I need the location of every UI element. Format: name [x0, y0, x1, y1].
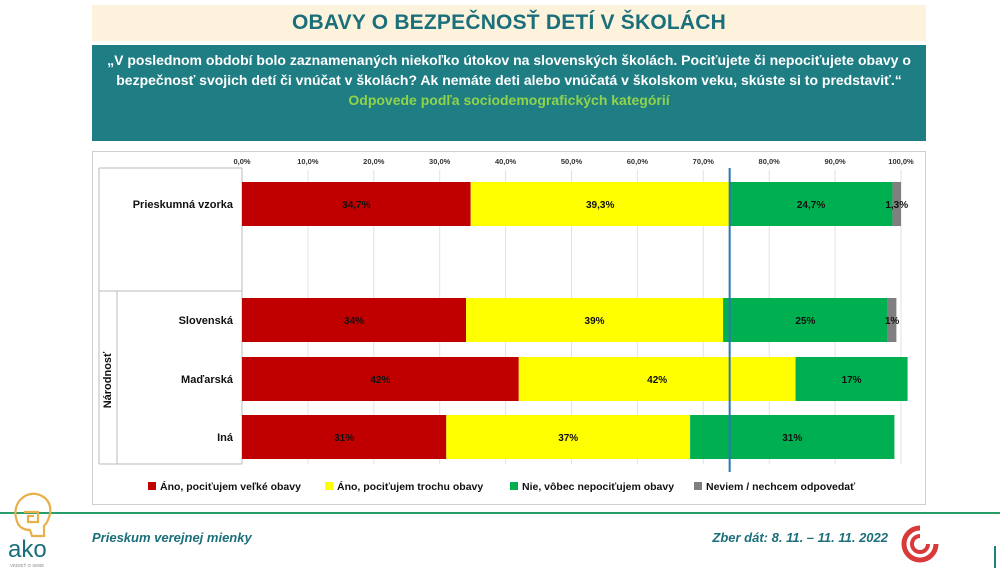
data-label: 34,7%	[342, 200, 370, 211]
data-label: 42%	[647, 375, 667, 386]
brand-swirl-icon	[901, 525, 939, 563]
bar-segment	[242, 415, 447, 459]
edge-accent	[994, 546, 996, 568]
logo-tagline: VEDIEŤ O SEBE	[10, 561, 44, 568]
data-label: 42%	[370, 375, 390, 386]
bar-segment	[795, 357, 908, 401]
category-label: Iná	[217, 432, 234, 444]
legend-swatch	[510, 482, 518, 490]
bar-segment	[470, 182, 730, 226]
data-label: 39%	[585, 316, 605, 327]
legend-swatch	[325, 482, 333, 490]
data-label: 25%	[795, 316, 815, 327]
footer-divider	[0, 512, 1000, 514]
bar-segment	[723, 298, 888, 342]
legend-label: Áno, pociťujem trochu obavy	[337, 480, 483, 493]
data-label: 24,7%	[797, 200, 825, 211]
x-tick-label: 40,0%	[495, 157, 517, 166]
page-title: OBAVY O BEZPEČNOSŤ DETÍ V ŠKOLÁCH	[291, 11, 727, 34]
legend-label: Neviem / nechcem odpovedať	[706, 481, 856, 493]
data-label: 34%	[344, 316, 364, 327]
legend-label: Áno, pociťujem veľké obavy	[160, 480, 301, 493]
bar-segment	[242, 298, 467, 342]
category-label: Slovenská	[179, 315, 234, 327]
bar-segment	[242, 357, 519, 401]
data-label: 1%	[885, 316, 900, 327]
data-label: 31%	[334, 433, 354, 444]
legend-swatch	[694, 482, 702, 490]
footer-date-range: Zber dát: 8. 11. – 11. 11. 2022	[712, 530, 888, 545]
bar-segment	[242, 182, 471, 226]
category-label: Prieskumná vzorka	[133, 199, 234, 211]
bar-segment	[690, 415, 895, 459]
chart-frame: 0,0% 10,0% 20,0% 30,0% 40,0% 50,0% 60,0% 70,0% 8…	[92, 151, 926, 505]
question-panel: „V poslednom období bolo zaznamenaných n…	[92, 45, 926, 141]
x-tick-label: 50,0%	[561, 157, 583, 166]
data-label: 39,3%	[586, 200, 614, 211]
ako-logo: ako VEDIEŤ O SEBE	[8, 492, 52, 568]
legend-swatch	[148, 482, 156, 490]
data-label: 1,3%	[885, 200, 908, 211]
x-tick-label: 80,0%	[759, 157, 781, 166]
bar-segment	[518, 357, 796, 401]
bar-segment	[729, 182, 893, 226]
x-tick-label: 30,0%	[429, 157, 451, 166]
x-tick-label: 90,0%	[824, 157, 846, 166]
legend-label: Nie, vôbec nepociťujem obavy	[522, 481, 674, 493]
bar-segment	[466, 298, 724, 342]
x-tick-label: 70,0%	[693, 157, 715, 166]
footer-survey-label: Prieskum verejnej mienky	[92, 530, 252, 545]
logo-wordmark: ako	[8, 536, 47, 563]
group-label: Národnosť	[102, 351, 114, 408]
question-text: „V poslednom období bolo zaznamenaných n…	[107, 52, 911, 88]
x-tick-label: 0,0%	[233, 157, 250, 166]
x-tick-label: 60,0%	[627, 157, 649, 166]
bar-segment	[446, 415, 691, 459]
data-label: 37%	[558, 433, 578, 444]
bar-segment	[892, 182, 901, 226]
stacked-bar-chart: 0,0% 10,0% 20,0% 30,0% 40,0% 50,0% 60,0% 70,0% 8…	[98, 157, 914, 493]
x-tick-label: 10,0%	[297, 157, 319, 166]
data-label: 17%	[842, 375, 862, 386]
x-tick-label: 20,0%	[363, 157, 385, 166]
x-tick-label: 100,0%	[888, 157, 914, 166]
question-subtitle: Odpovede podľa sociodemografických kateg…	[348, 92, 670, 108]
category-label: Maďarská	[181, 374, 234, 386]
bar-segment	[887, 298, 897, 342]
data-label: 31%	[782, 433, 802, 444]
title-banner: OBAVY O BEZPEČNOSŤ DETÍ V ŠKOLÁCH	[92, 5, 926, 41]
